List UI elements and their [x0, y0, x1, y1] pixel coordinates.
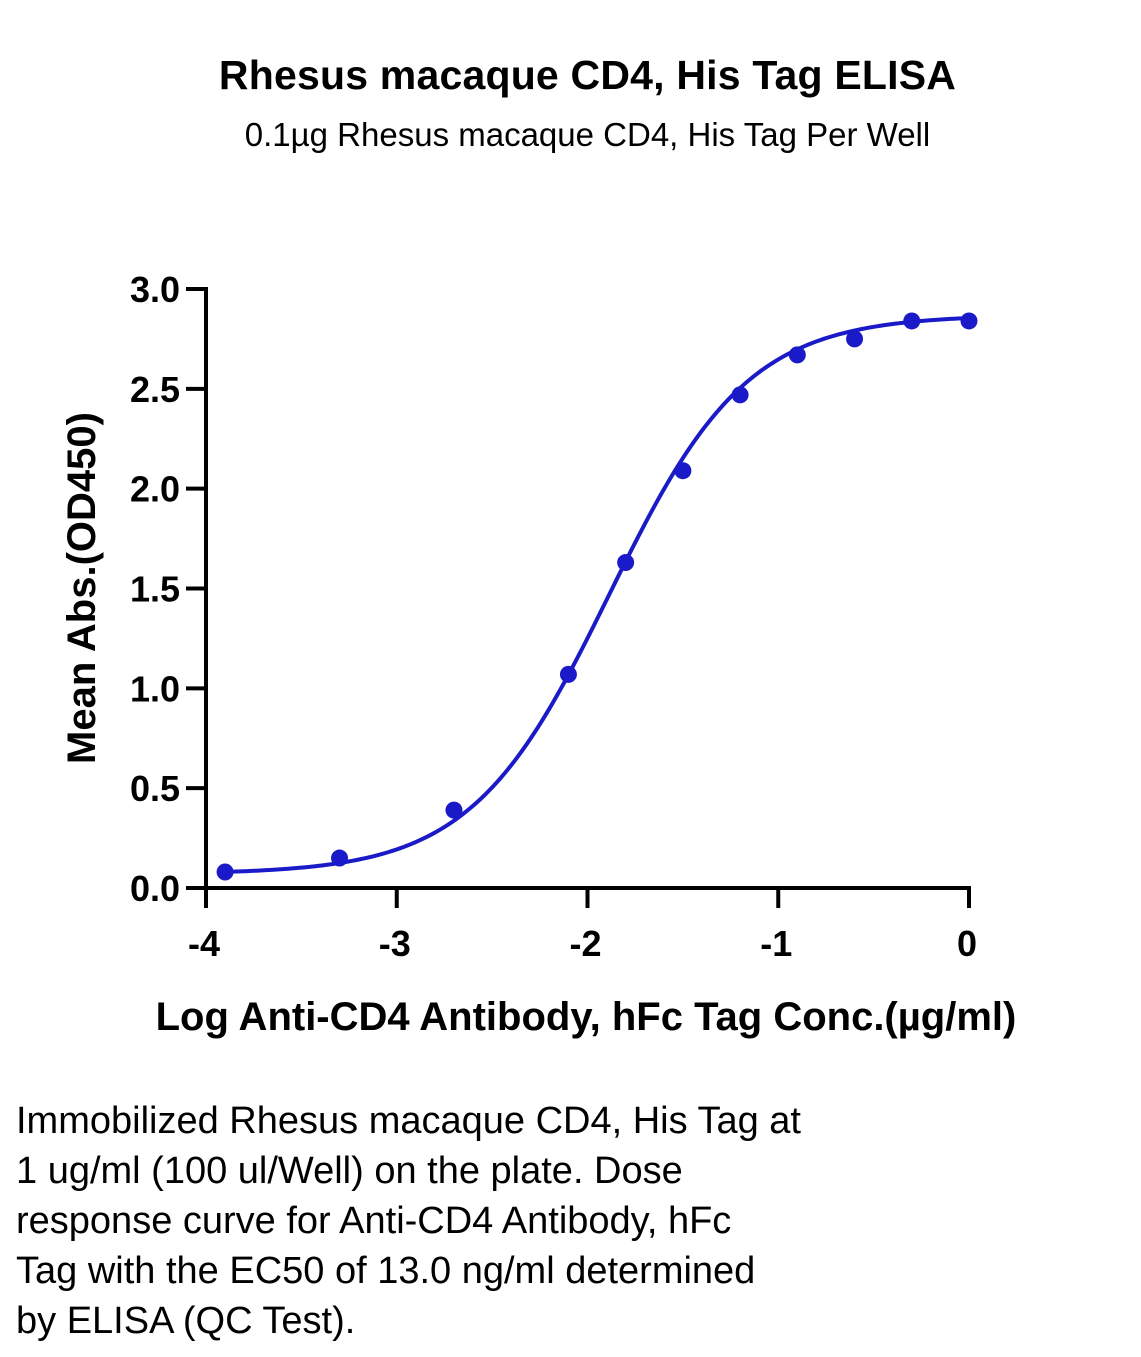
x-tick-label: -3 [379, 923, 411, 964]
x-tick-label: -1 [760, 923, 792, 964]
data-point [674, 462, 692, 480]
data-point [903, 312, 921, 330]
data-point [617, 554, 635, 572]
caption-line: 1 ug/ml (100 ul/Well) on the plate. Dose [16, 1150, 683, 1192]
x-axis-label: Log Anti-CD4 Antibody, hFc Tag Conc.(µg/… [156, 995, 1017, 1039]
x-tick-label: 0 [957, 923, 977, 964]
y-tick-label: 2.5 [130, 369, 180, 410]
data-point [960, 312, 978, 330]
caption: Immobilized Rhesus macaque CD4, His Tag … [16, 1096, 976, 1346]
caption-line: response curve for Anti-CD4 Antibody, hF… [16, 1200, 732, 1242]
y-tick-label: 1.0 [130, 668, 180, 709]
data-point [331, 849, 349, 867]
y-tick-label: 2.0 [130, 469, 180, 510]
caption-line: by ELISA (QC Test). [16, 1300, 356, 1342]
y-tick-label: 3.0 [130, 269, 180, 310]
data-point [559, 665, 577, 683]
caption-line: Immobilized Rhesus macaque CD4, His Tag … [16, 1100, 801, 1142]
data-point [445, 801, 463, 819]
chart-title: Rhesus macaque CD4, His Tag ELISA [218, 52, 957, 98]
data-point [216, 863, 234, 881]
data-point [731, 386, 749, 404]
caption-line: Tag with the EC50 of 13.0 ng/ml determin… [16, 1250, 756, 1292]
chart-subtitle: 0.1µg Rhesus macaque CD4, His Tag Per We… [244, 116, 931, 153]
fit-curve [225, 315, 970, 874]
y-tick-label: 0.0 [130, 868, 180, 909]
x-tick-label: -4 [188, 923, 220, 964]
y-tick-label: 0.5 [130, 768, 180, 809]
elisa-chart: 0.0 0.5 1.0 1.5 2.0 2.5 3.0 -4 -3 -2 -1 0 Mean Abs.… [60, 269, 1017, 1039]
axes: 0.0 0.5 1.0 1.5 2.0 2.5 3.0 -4 -3 -2 -1 0 [130, 269, 977, 964]
x-tick-label: -2 [569, 923, 601, 964]
data-point [788, 346, 806, 364]
y-axis-label: Mean Abs.(OD450) [60, 412, 104, 764]
data-point [846, 330, 864, 348]
y-tick-label: 1.5 [130, 569, 180, 610]
data-points [216, 312, 978, 881]
